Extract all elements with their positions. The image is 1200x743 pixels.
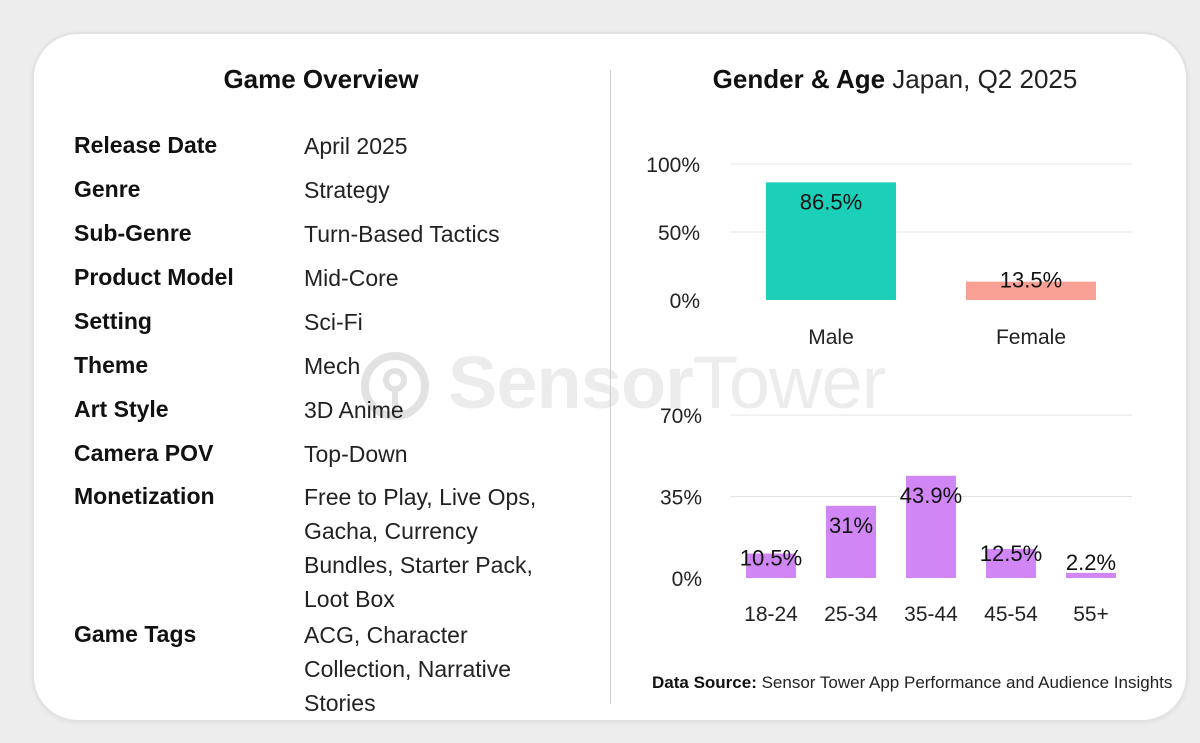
column-divider xyxy=(610,70,611,704)
age-chart: 0% 35% 70% 10.5% 18-24 31% 25-34 43.9% 35-44 12.5… xyxy=(660,405,1132,626)
data-label: 12.5% xyxy=(980,541,1042,566)
x-tick-label: 18-24 xyxy=(744,603,798,626)
bar xyxy=(826,505,876,578)
overview-row-value: April 2025 xyxy=(304,133,408,159)
y-tick-label: 35% xyxy=(660,487,702,510)
overview-row-key: Theme xyxy=(74,352,149,378)
bar xyxy=(986,548,1036,578)
data-label: 43.9% xyxy=(900,483,962,508)
x-tick-label: 55+ xyxy=(1073,603,1109,626)
y-tick-label: 0% xyxy=(670,290,700,313)
overview-row-value: Mech xyxy=(304,353,361,379)
overview-row-key: Setting xyxy=(74,308,152,334)
overview-row-value: ACG, Character Collection, Narrative Sto… xyxy=(304,622,512,716)
overview-row-key: Release Date xyxy=(74,132,218,158)
overview-row-key: Product Model xyxy=(74,264,234,290)
overview-row-value: Top-Down xyxy=(304,441,408,467)
data-source-note: Data Source: Sensor Tower App Performanc… xyxy=(652,673,1173,692)
bar xyxy=(1066,572,1116,578)
overview-row-key: Genre xyxy=(74,176,141,202)
bar xyxy=(746,553,796,578)
overview-row-key: Monetization xyxy=(74,483,215,509)
bar xyxy=(766,182,896,300)
overview-title: Game Overview xyxy=(223,64,419,94)
data-label: 31% xyxy=(829,513,873,538)
demographics-title: Gender & Age Japan, Q2 2025 xyxy=(712,64,1078,94)
y-tick-label: 100% xyxy=(646,154,700,177)
x-tick-label: 45-54 xyxy=(984,603,1038,626)
overview-row-value: Turn-Based Tactics xyxy=(304,221,500,247)
x-tick-label: 25-34 xyxy=(824,603,878,626)
y-tick-label: 0% xyxy=(672,568,702,591)
x-tick-label: Female xyxy=(996,326,1066,349)
overview-row-value: Mid-Core xyxy=(304,265,399,291)
data-label: 86.5% xyxy=(800,189,862,214)
x-tick-label: Male xyxy=(808,326,854,349)
bar xyxy=(966,281,1096,300)
overview-row-key: Game Tags xyxy=(74,621,197,647)
data-label: 13.5% xyxy=(1000,268,1062,293)
overview-row-value: Sci-Fi xyxy=(304,309,363,335)
overview-row-key: Camera POV xyxy=(74,440,214,466)
gender-chart: 0% 50% 100% 86.5% Male 13.5% Female xyxy=(646,154,1132,349)
watermark-text: SensorTower xyxy=(448,341,886,424)
overview-row-value: 3D Anime xyxy=(304,397,404,423)
overview-row-value: Strategy xyxy=(304,177,390,203)
y-tick-label: 70% xyxy=(660,405,702,428)
overview-row-key: Sub-Genre xyxy=(74,220,192,246)
x-tick-label: 35-44 xyxy=(904,603,958,626)
data-label: 2.2% xyxy=(1066,550,1116,575)
overview-row-key: Art Style xyxy=(74,396,169,422)
data-label: 10.5% xyxy=(740,546,802,571)
y-tick-label: 50% xyxy=(658,222,700,245)
overview-row-value: Free to Play, Live Ops, Gacha, Currency … xyxy=(304,484,537,612)
bar xyxy=(906,475,956,578)
